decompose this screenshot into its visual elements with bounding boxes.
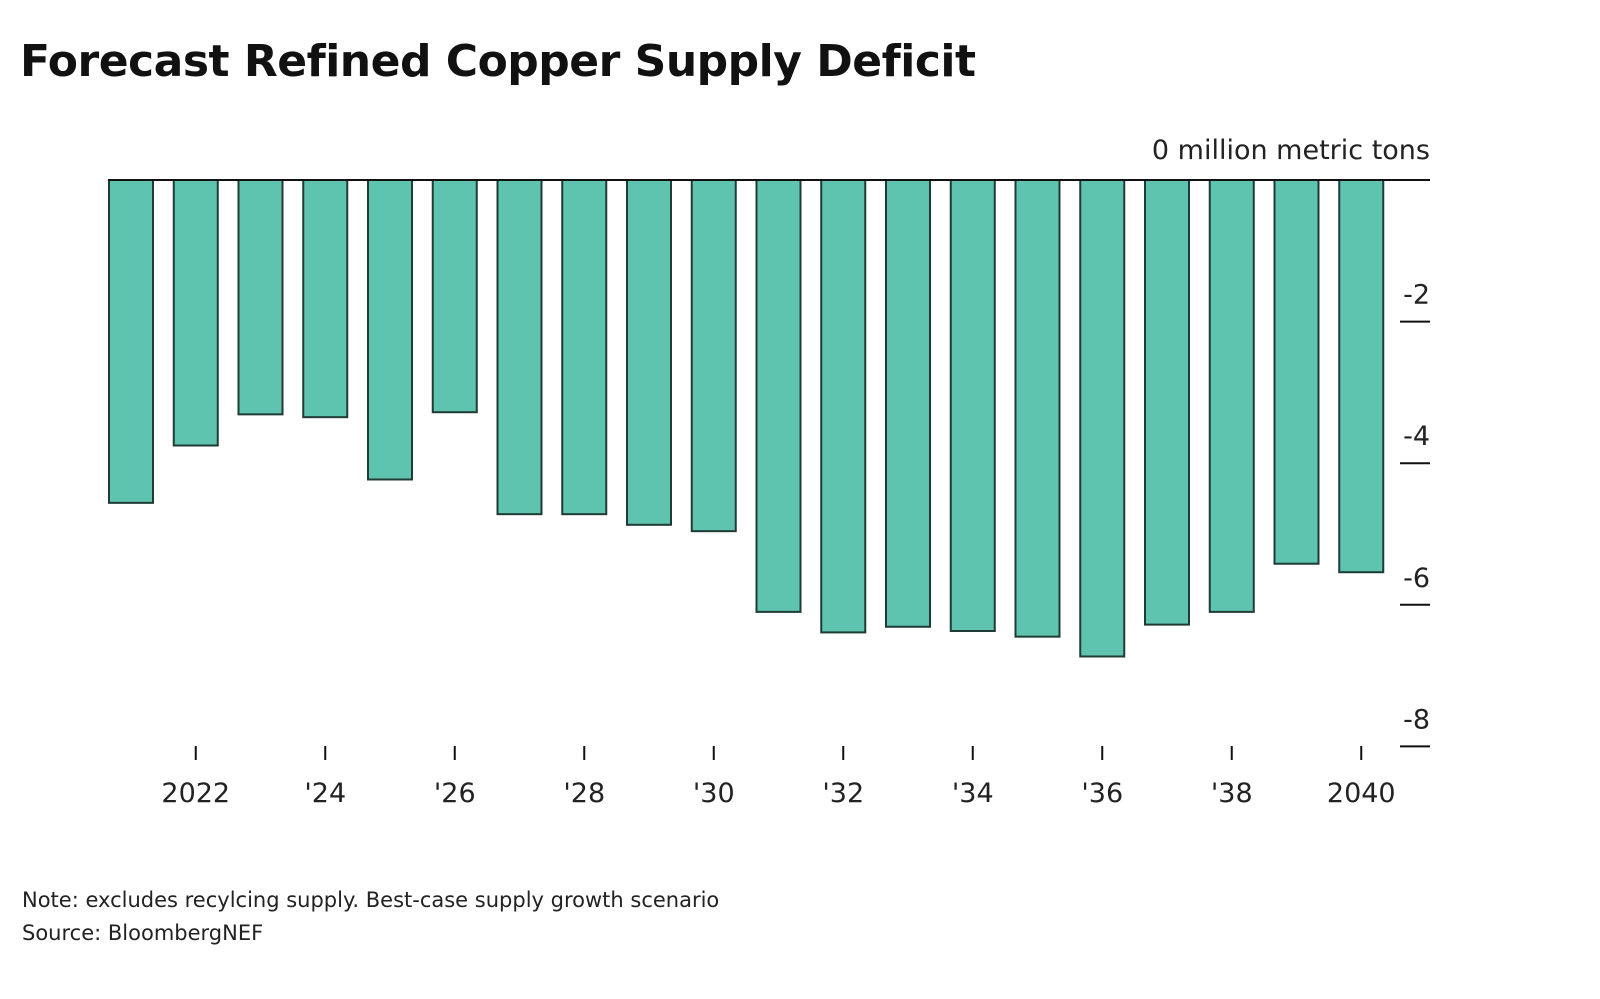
- y-tick-label: -8: [1403, 704, 1430, 735]
- bar-2023: [237, 179, 284, 416]
- y-tick-label: -6: [1403, 563, 1430, 594]
- bar-2022: [172, 179, 219, 447]
- bar-2027: [496, 179, 543, 516]
- bar-2039: [1273, 179, 1320, 565]
- x-tick-label: '36: [1081, 778, 1123, 809]
- y-unit-label: 0 million metric tons: [1152, 135, 1430, 166]
- y-axis: -2 -4 -6 -8: [1400, 280, 1430, 748]
- bar-2035: [1014, 179, 1061, 638]
- note-text: Note: excludes recylcing supply. Best-ca…: [22, 888, 720, 912]
- bar-2037: [1144, 179, 1190, 626]
- bar-2025: [367, 179, 413, 481]
- x-tick-label: 2022: [161, 778, 230, 809]
- bar-2028: [561, 179, 608, 516]
- bar-2034: [949, 179, 996, 632]
- x-tick-label: '38: [1211, 778, 1253, 809]
- y-tick-label: -2: [1403, 280, 1430, 311]
- bar-2026: [431, 179, 478, 414]
- x-tick-label: '32: [822, 778, 864, 809]
- chart-notes: Note: excludes recylcing supply. Best-ca…: [22, 884, 719, 950]
- bar-2033: [885, 179, 931, 628]
- bars: [108, 179, 1385, 658]
- bar-2031: [755, 179, 802, 613]
- x-axis: 2022 '24 '26 '28 '30 '32 '34 '36 '38 2040: [161, 746, 1396, 809]
- x-tick-label: '34: [952, 778, 994, 809]
- bar-2040: [1338, 179, 1385, 574]
- bar-2032: [820, 179, 867, 634]
- bar-2038: [1208, 179, 1255, 613]
- bar-2029: [626, 179, 672, 526]
- x-tick-label: '30: [693, 778, 735, 809]
- bar-2024: [302, 179, 349, 419]
- y-tick-label: -4: [1403, 421, 1430, 452]
- chart-title: Forecast Refined Copper Supply Deficit: [20, 36, 976, 87]
- x-tick-label: '28: [563, 778, 605, 809]
- x-tick-label: '26: [434, 778, 476, 809]
- bar-2030: [690, 179, 737, 533]
- bar-2036: [1079, 179, 1126, 658]
- bar-2021: [108, 179, 154, 504]
- x-tick-label: 2040: [1327, 778, 1396, 809]
- source-text: Source: BloombergNEF: [22, 921, 264, 945]
- x-tick-label: '24: [304, 778, 346, 809]
